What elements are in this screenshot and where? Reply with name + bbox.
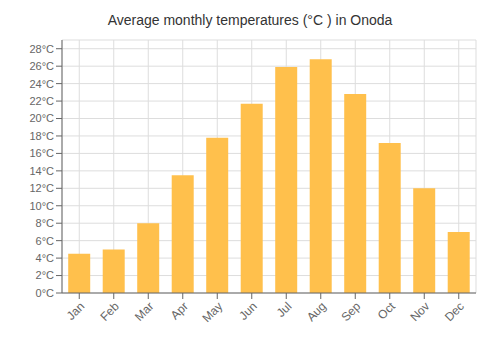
svg-text:26°C: 26°C — [29, 60, 54, 72]
svg-text:Mar: Mar — [132, 299, 157, 324]
svg-text:Jan: Jan — [64, 299, 88, 323]
svg-text:12°C: 12°C — [29, 182, 54, 194]
svg-text:May: May — [199, 299, 225, 325]
svg-text:Nov: Nov — [407, 299, 432, 324]
svg-text:24°C: 24°C — [29, 78, 54, 90]
svg-text:Oct: Oct — [375, 299, 399, 323]
svg-text:8°C: 8°C — [36, 217, 55, 229]
svg-text:28°C: 28°C — [29, 43, 54, 55]
svg-text:0°C: 0°C — [36, 287, 55, 299]
svg-text:18°C: 18°C — [29, 130, 54, 142]
svg-text:20°C: 20°C — [29, 112, 54, 124]
html-text:Average monthly temperatures (: Average monthly temperatures (°C ) in On… — [107, 12, 393, 28]
svg-text:Dec: Dec — [442, 299, 467, 324]
svg-text:Jun: Jun — [236, 299, 260, 323]
svg-text:14°C: 14°C — [29, 165, 54, 177]
svg-text:Aug: Aug — [304, 299, 329, 324]
svg-text:Jul: Jul — [274, 299, 295, 320]
svg-text:Sep: Sep — [338, 299, 363, 324]
svg-text:4°C: 4°C — [36, 252, 55, 264]
svg-text:2°C: 2°C — [36, 269, 55, 281]
svg-text:22°C: 22°C — [29, 95, 54, 107]
svg-text:10°C: 10°C — [29, 200, 54, 212]
svg-text:6°C: 6°C — [36, 235, 55, 247]
svg-text:Feb: Feb — [97, 299, 122, 324]
svg-text:Apr: Apr — [168, 299, 191, 322]
svg-text:16°C: 16°C — [29, 147, 54, 159]
